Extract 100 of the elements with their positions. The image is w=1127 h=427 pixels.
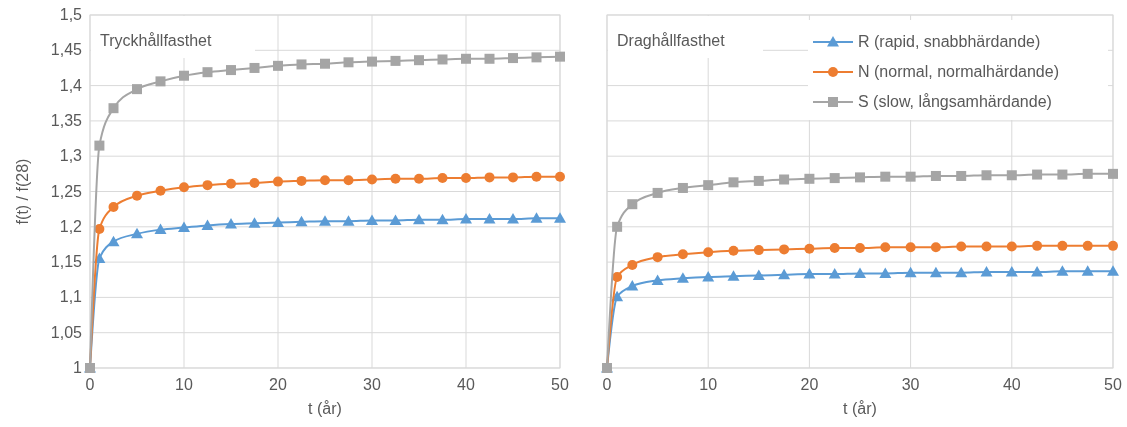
point — [828, 268, 841, 279]
y-tick-label: 1 — [73, 359, 83, 376]
point — [201, 219, 214, 230]
point — [179, 70, 189, 81]
point — [1006, 170, 1017, 181]
point — [132, 84, 142, 95]
text: Draghållfasthet — [617, 32, 726, 49]
point — [703, 180, 714, 191]
point — [652, 187, 663, 198]
point — [296, 59, 307, 70]
y-tick-label: 1,5 — [59, 6, 83, 23]
point — [1107, 265, 1119, 276]
point — [1082, 168, 1093, 179]
point — [804, 173, 815, 184]
point — [437, 54, 448, 65]
x-tick-label: 50 — [551, 376, 569, 393]
point — [1082, 240, 1093, 251]
point — [248, 217, 261, 228]
point — [107, 235, 120, 247]
point — [702, 270, 715, 282]
point — [627, 199, 638, 210]
y-axis-title: f(t) / f(28) — [14, 158, 31, 225]
point — [651, 274, 664, 285]
point — [612, 271, 623, 282]
point — [676, 272, 689, 283]
point — [507, 213, 519, 224]
point — [1108, 240, 1118, 251]
point — [753, 175, 764, 186]
point — [530, 212, 543, 223]
point — [155, 185, 166, 196]
point — [904, 266, 917, 278]
x-tick-label: 50 — [1104, 376, 1122, 393]
point — [319, 215, 331, 226]
point — [531, 171, 542, 182]
legend-label: S (slow, långsamhärdande) — [858, 93, 1052, 110]
point — [389, 214, 402, 225]
point — [652, 252, 663, 263]
legend-label: R (rapid, snabbhärdande) — [858, 33, 1041, 50]
point — [956, 170, 967, 181]
point — [854, 267, 866, 278]
point — [728, 245, 739, 256]
point — [367, 174, 377, 185]
point — [437, 173, 448, 184]
x-tick-label: 20 — [269, 376, 287, 393]
point — [484, 172, 495, 183]
point — [249, 178, 260, 189]
point — [1057, 169, 1068, 180]
point — [1056, 265, 1069, 276]
point — [555, 51, 565, 62]
point — [343, 175, 354, 186]
point — [677, 249, 688, 260]
point — [132, 190, 142, 201]
point — [508, 172, 518, 183]
point — [484, 53, 495, 64]
point — [273, 60, 283, 71]
point — [154, 223, 167, 235]
point — [131, 227, 143, 239]
point — [855, 242, 865, 253]
y-tick-label: 1,25 — [50, 182, 83, 200]
point — [855, 172, 865, 183]
text: Tryckhållfasthet — [100, 32, 212, 49]
point — [703, 247, 714, 258]
point — [226, 65, 236, 76]
point — [1006, 241, 1017, 252]
x-tick-label: 10 — [175, 376, 193, 393]
point — [366, 214, 378, 225]
point — [202, 67, 213, 78]
point — [880, 171, 891, 182]
point — [483, 213, 496, 224]
x-tick-label: 30 — [901, 376, 920, 393]
point — [929, 266, 942, 278]
point — [930, 170, 941, 181]
y-tick-label: 1,3 — [59, 147, 83, 165]
point — [612, 221, 623, 232]
point — [531, 52, 542, 63]
point — [727, 270, 740, 281]
point — [414, 173, 424, 184]
x-tick-label: 20 — [800, 376, 819, 393]
point — [461, 53, 471, 64]
point — [367, 56, 377, 67]
point — [956, 241, 967, 252]
point — [981, 170, 992, 181]
point — [202, 180, 213, 191]
point — [555, 171, 565, 182]
point — [178, 221, 190, 233]
point — [955, 266, 968, 278]
point — [272, 216, 284, 228]
point — [803, 268, 816, 279]
x-axis-title: t (år) — [308, 400, 342, 417]
y-tick-label: 1,2 — [59, 217, 83, 235]
point — [413, 213, 425, 225]
y-tick-label: 1,1 — [59, 288, 83, 306]
point — [804, 243, 815, 254]
point — [626, 280, 639, 291]
point — [677, 182, 688, 193]
x-tick-label: 0 — [85, 376, 95, 393]
point — [436, 213, 449, 225]
point — [554, 212, 566, 223]
point — [390, 55, 401, 66]
point — [108, 202, 119, 213]
